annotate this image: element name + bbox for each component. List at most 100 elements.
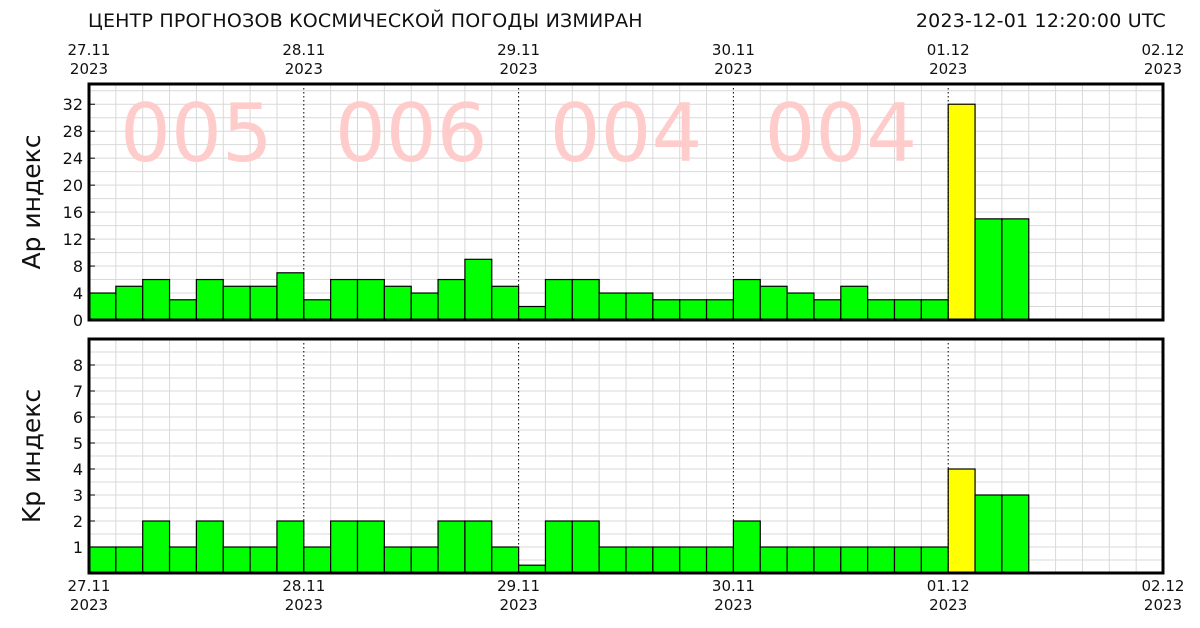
bar: [330, 520, 359, 574]
bar: [383, 546, 412, 574]
y-tick-label: 1: [73, 538, 83, 557]
date-tick-label: 28.11: [282, 577, 325, 595]
y-tick-label: 16: [63, 203, 83, 222]
date-tick-year: 2023: [714, 596, 752, 614]
bar: [705, 546, 734, 574]
y-tick-label: 5: [73, 434, 83, 453]
bar: [115, 546, 144, 574]
y-tick-label: 24: [63, 149, 83, 168]
date-tick-year: 2023: [285, 60, 323, 78]
y-tick-label: 6: [73, 408, 83, 427]
ap-panel: 005 006 004 004 0 4 8 12 16 20 24 28 32 Ap индекс 27.1…: [17, 41, 1184, 330]
y-tick-label: 2: [73, 512, 83, 531]
bar: [974, 494, 1003, 574]
bar: [840, 546, 869, 574]
y-tick-label: 0: [73, 311, 83, 330]
date-tick-label: 30.11: [712, 577, 755, 595]
bar: [168, 546, 198, 574]
bar-current: [947, 468, 976, 574]
bar: [732, 278, 761, 321]
bar: [571, 520, 600, 574]
bar: [303, 299, 332, 321]
plot-frame: [87, 337, 1165, 575]
daily-ap-label: 004: [764, 87, 917, 180]
bar: [330, 278, 359, 321]
date-tick-label: 27.11: [68, 577, 111, 595]
date-tick-year: 2023: [500, 596, 538, 614]
bar: [571, 278, 600, 321]
bar: [652, 299, 681, 321]
plot-frame: [87, 82, 1165, 322]
bar: [276, 520, 305, 574]
bar: [893, 299, 922, 321]
date-tick-year: 2023: [70, 60, 108, 78]
bar: [974, 218, 1003, 321]
y-tick-label: 32: [63, 95, 83, 114]
bar: [759, 285, 788, 321]
bar: [679, 299, 708, 321]
date-tick-label: 27.11: [68, 41, 111, 59]
bar: [437, 520, 466, 574]
bar: [88, 292, 117, 321]
bar: [544, 278, 573, 321]
date-tick-label: 30.11: [712, 41, 755, 59]
bar: [813, 546, 842, 574]
bar: [1001, 218, 1030, 321]
bar: [222, 546, 251, 574]
bar: [168, 299, 198, 321]
bar: [410, 546, 439, 574]
y-tick-label: 28: [63, 122, 83, 141]
bar: [142, 278, 171, 321]
bar: [625, 292, 654, 321]
bar: [115, 285, 144, 321]
bar: [195, 278, 224, 321]
date-tick-year: 2023: [500, 60, 538, 78]
date-tick-label: 01.12: [927, 41, 970, 59]
date-tick-year: 2023: [285, 596, 323, 614]
y-axis-label: Kp индекс: [17, 389, 46, 523]
y-axis-label: Ap индекс: [17, 134, 46, 269]
bar: [383, 285, 412, 321]
date-tick-year: 2023: [1144, 60, 1182, 78]
daily-ap-label: 005: [120, 87, 273, 180]
date-tick-year: 2023: [714, 60, 752, 78]
date-tick-label: 29.11: [497, 577, 540, 595]
date-tick-year: 2023: [1144, 596, 1182, 614]
bar: [598, 546, 627, 574]
bar: [867, 299, 896, 321]
bar-current: [947, 103, 976, 321]
y-tick-label: 4: [73, 460, 83, 479]
date-tick-label: 02.12: [1142, 41, 1185, 59]
y-tick-label: 12: [63, 230, 83, 249]
bar: [544, 520, 573, 574]
bar: [732, 520, 761, 574]
bar: [356, 520, 385, 574]
y-tick-label: 8: [73, 257, 83, 276]
bar: [464, 520, 493, 574]
date-tick-label: 01.12: [927, 577, 970, 595]
bar: [249, 546, 278, 574]
bar: [705, 299, 734, 321]
bar: [222, 285, 251, 321]
y-tick-label: 3: [73, 486, 83, 505]
bar: [598, 292, 627, 321]
bar: [786, 546, 815, 574]
date-tick-label: 29.11: [497, 41, 540, 59]
bar: [786, 292, 815, 321]
y-tick-label: 4: [73, 284, 83, 303]
chart-title: ЦЕНТР ПРОГНОЗОВ КОСМИЧЕСКОЙ ПОГОДЫ ИЗМИР…: [88, 10, 643, 32]
update-timestamp: 2023-12-01 12:20:00 UTC: [915, 10, 1166, 32]
bar: [195, 520, 224, 574]
bar: [920, 299, 949, 321]
date-tick-year: 2023: [929, 60, 967, 78]
date-tick-label: 28.11: [282, 41, 325, 59]
bar: [759, 546, 788, 574]
bar: [464, 258, 493, 321]
bar: [679, 546, 708, 574]
bar: [517, 305, 547, 321]
bar: [356, 278, 385, 321]
daily-ap-label: 004: [550, 87, 703, 180]
bar: [840, 285, 869, 321]
